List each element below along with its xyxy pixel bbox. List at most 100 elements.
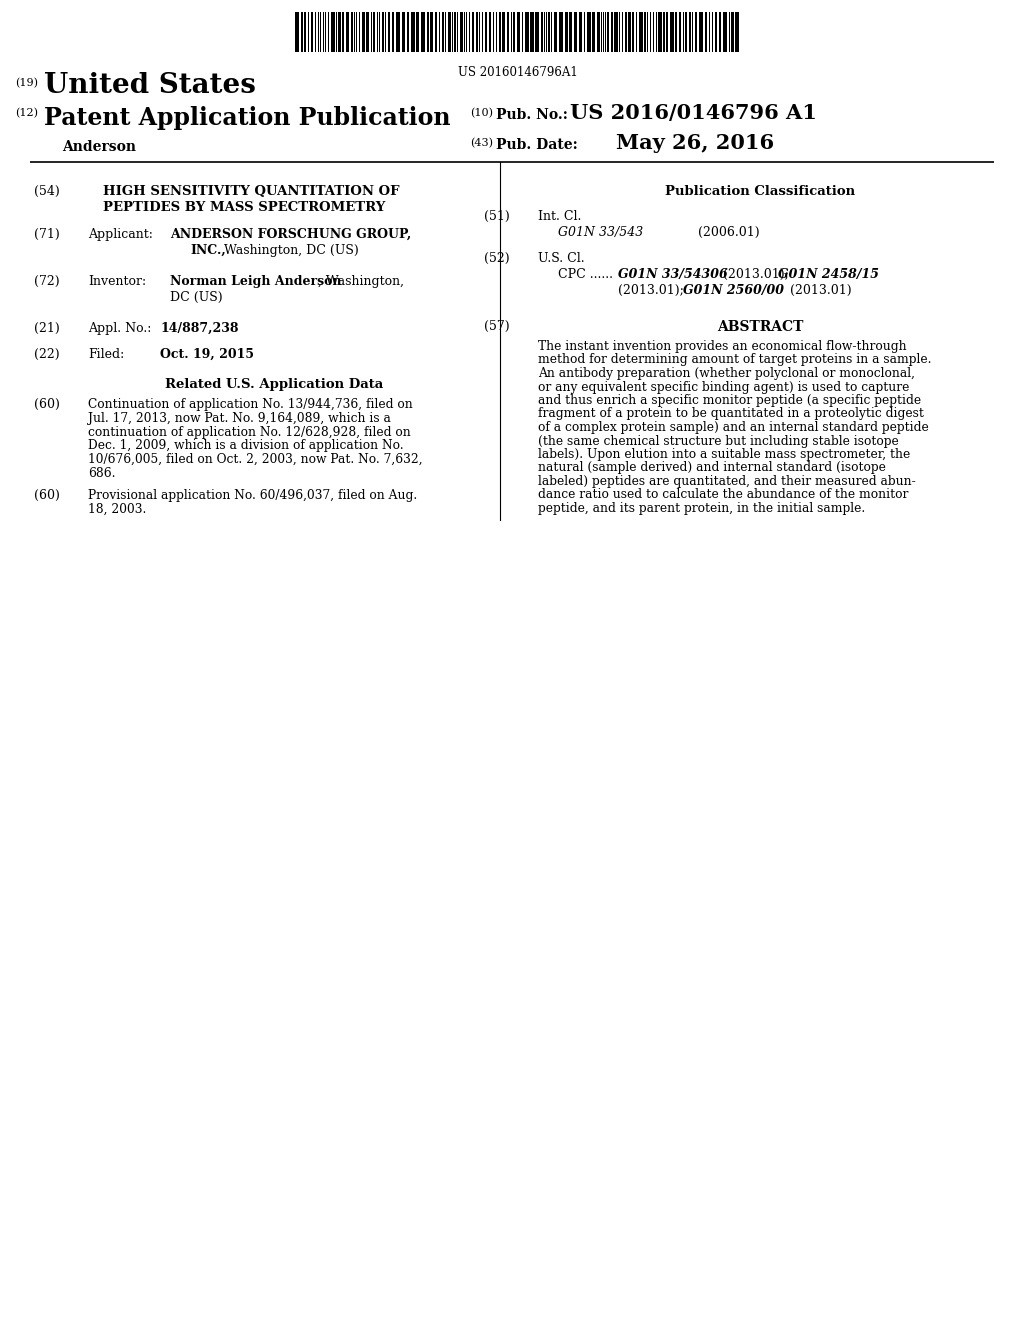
- Bar: [611, 12, 613, 51]
- Bar: [699, 12, 703, 51]
- Text: Inventor:: Inventor:: [88, 275, 146, 288]
- Text: 10/676,005, filed on Oct. 2, 2003, now Pat. No. 7,632,: 10/676,005, filed on Oct. 2, 2003, now P…: [88, 453, 423, 466]
- Text: (43): (43): [470, 139, 493, 148]
- Text: (19): (19): [15, 78, 38, 88]
- Text: May 26, 2016: May 26, 2016: [616, 133, 774, 153]
- Bar: [472, 12, 474, 51]
- Bar: [597, 12, 600, 51]
- Bar: [513, 12, 515, 51]
- Text: Jul. 17, 2013, now Pat. No. 9,164,089, which is a: Jul. 17, 2013, now Pat. No. 9,164,089, w…: [88, 412, 391, 425]
- Text: 14/887,238: 14/887,238: [160, 322, 239, 335]
- Text: US 2016/0146796 A1: US 2016/0146796 A1: [570, 103, 817, 123]
- Text: The instant invention provides an economical flow-through: The instant invention provides an econom…: [538, 341, 906, 352]
- Bar: [388, 12, 390, 51]
- Bar: [396, 12, 400, 51]
- Bar: [342, 12, 344, 51]
- Text: Anderson: Anderson: [62, 140, 136, 154]
- Bar: [416, 12, 419, 51]
- Bar: [435, 12, 437, 51]
- Text: (60): (60): [34, 488, 60, 502]
- Text: G01N 33/543: G01N 33/543: [558, 226, 643, 239]
- Bar: [402, 12, 406, 51]
- Bar: [632, 12, 634, 51]
- Text: INC.,: INC.,: [190, 244, 225, 257]
- Text: (2013.01);: (2013.01);: [618, 284, 684, 297]
- Text: (22): (22): [35, 348, 60, 360]
- Bar: [574, 12, 577, 51]
- Bar: [663, 12, 665, 51]
- Text: G01N 2458/15: G01N 2458/15: [778, 268, 879, 281]
- Bar: [454, 12, 456, 51]
- Bar: [449, 12, 451, 51]
- Text: Patent Application Publication: Patent Application Publication: [44, 106, 451, 129]
- Bar: [644, 12, 646, 51]
- Text: U.S. Cl.: U.S. Cl.: [538, 252, 585, 265]
- Text: (57): (57): [484, 319, 510, 333]
- Bar: [579, 12, 582, 51]
- Text: (2013.01);: (2013.01);: [723, 268, 788, 281]
- Text: CPC ......: CPC ......: [558, 268, 613, 281]
- Text: Pub. Date:: Pub. Date:: [496, 139, 578, 152]
- Text: Provisional application No. 60/496,037, filed on Aug.: Provisional application No. 60/496,037, …: [88, 488, 417, 502]
- Text: (the same chemical structure but including stable isotope: (the same chemical structure but includi…: [538, 434, 899, 447]
- Bar: [362, 12, 365, 51]
- Bar: [625, 12, 627, 51]
- Text: ABSTRACT: ABSTRACT: [717, 319, 803, 334]
- Text: Related U.S. Application Data: Related U.S. Application Data: [165, 378, 383, 391]
- Bar: [592, 12, 595, 51]
- Bar: [675, 12, 677, 51]
- Bar: [587, 12, 591, 51]
- Bar: [430, 12, 433, 51]
- Bar: [670, 12, 674, 51]
- Text: DC (US): DC (US): [170, 290, 222, 304]
- Bar: [476, 12, 478, 51]
- Text: (51): (51): [484, 210, 510, 223]
- Bar: [695, 12, 697, 51]
- Bar: [666, 12, 668, 51]
- Text: US 20160146796A1: US 20160146796A1: [458, 66, 578, 79]
- Text: PEPTIDES BY MASS SPECTROMETRY: PEPTIDES BY MASS SPECTROMETRY: [103, 201, 385, 214]
- Bar: [301, 12, 303, 51]
- Bar: [392, 12, 394, 51]
- Bar: [735, 12, 739, 51]
- Bar: [705, 12, 707, 51]
- Text: HIGH SENSITIVITY QUANTITATION OF: HIGH SENSITIVITY QUANTITATION OF: [103, 185, 399, 198]
- Bar: [689, 12, 691, 51]
- Text: peptide, and its parent protein, in the initial sample.: peptide, and its parent protein, in the …: [538, 502, 865, 515]
- Text: (60): (60): [34, 399, 60, 411]
- Bar: [502, 12, 505, 51]
- Bar: [658, 12, 662, 51]
- Bar: [554, 12, 557, 51]
- Bar: [535, 12, 539, 51]
- Bar: [548, 12, 550, 51]
- Text: Continuation of application No. 13/944,736, filed on: Continuation of application No. 13/944,7…: [88, 399, 413, 411]
- Text: method for determining amount of target proteins in a sample.: method for determining amount of target …: [538, 354, 932, 367]
- Bar: [517, 12, 520, 51]
- Bar: [679, 12, 681, 51]
- Text: Washington, DC (US): Washington, DC (US): [220, 244, 358, 257]
- Text: (21): (21): [34, 322, 60, 335]
- Bar: [489, 12, 490, 51]
- Text: (2006.01): (2006.01): [698, 226, 760, 239]
- Bar: [525, 12, 529, 51]
- Bar: [338, 12, 341, 51]
- Text: (12): (12): [15, 108, 38, 119]
- Bar: [366, 12, 369, 51]
- Bar: [373, 12, 375, 51]
- Text: continuation of application No. 12/628,928, filed on: continuation of application No. 12/628,9…: [88, 425, 411, 438]
- Text: 686.: 686.: [88, 467, 116, 480]
- Text: Publication Classification: Publication Classification: [665, 185, 855, 198]
- Bar: [421, 12, 425, 51]
- Text: fragment of a protein to be quantitated in a proteolytic digest: fragment of a protein to be quantitated …: [538, 408, 924, 421]
- Text: labeled) peptides are quantitated, and their measured abun-: labeled) peptides are quantitated, and t…: [538, 475, 915, 488]
- Bar: [685, 12, 687, 51]
- Text: United States: United States: [44, 73, 256, 99]
- Bar: [304, 12, 306, 51]
- Bar: [407, 12, 409, 51]
- Bar: [569, 12, 572, 51]
- Text: natural (sample derived) and internal standard (isotope: natural (sample derived) and internal st…: [538, 462, 886, 474]
- Text: G01N 33/54306: G01N 33/54306: [618, 268, 728, 281]
- Text: (52): (52): [484, 252, 510, 265]
- Bar: [639, 12, 643, 51]
- Bar: [723, 12, 727, 51]
